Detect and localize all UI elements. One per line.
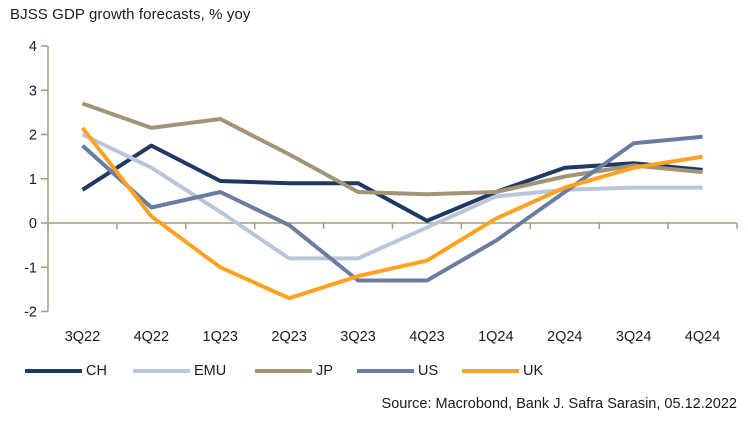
legend-item-ch: CH	[25, 361, 107, 381]
legend-swatch-emu	[133, 368, 190, 374]
y-axis-tick-label: 4	[29, 39, 37, 55]
y-axis-tick-label: 3	[29, 83, 37, 99]
legend-swatch-uk	[462, 368, 519, 374]
y-axis-tick-label: -1	[24, 260, 37, 276]
legend-item-us: US	[357, 361, 438, 381]
x-axis-category-label: 1Q23	[203, 329, 238, 345]
y-axis-tick-label: 0	[29, 216, 37, 232]
legend-label-jp: JP	[316, 363, 333, 379]
series-line-jp	[81, 101, 703, 197]
legend-item-emu: EMU	[133, 361, 226, 381]
legend-item-uk: UK	[462, 361, 543, 381]
x-axis-category-label: 3Q23	[340, 329, 375, 345]
legend-label-uk: UK	[523, 363, 544, 379]
x-axis-category-label: 2Q24	[547, 329, 582, 345]
x-axis-category-label: 4Q22	[134, 329, 169, 345]
chart-legend: CH EMU JP US UK	[0, 361, 748, 381]
legend-swatch-us	[357, 368, 414, 374]
x-axis-category-label: 3Q22	[65, 329, 100, 345]
x-axis-category-label: 4Q23	[409, 329, 444, 345]
x-axis-category-label: 4Q24	[685, 329, 720, 345]
x-axis-category-label: 2Q23	[271, 329, 306, 345]
source-attribution: Source: Macrobond, Bank J. Safra Sarasin…	[381, 396, 737, 412]
x-axis-category-label: 1Q24	[478, 329, 513, 345]
x-axis-category-label: 3Q24	[616, 329, 651, 345]
chart-title: BJSS GDP growth forecasts, % yoy	[10, 6, 251, 23]
legend-label-us: US	[418, 363, 439, 379]
legend-label-ch: CH	[86, 363, 107, 379]
series-line-us	[81, 134, 703, 283]
y-axis-tick-label: -2	[24, 305, 37, 321]
y-axis-tick-label: 2	[29, 128, 37, 144]
legend-item-jp: JP	[255, 361, 333, 381]
y-axis-tick-label: 1	[29, 172, 37, 188]
series-line-uk	[80, 126, 703, 301]
legend-label-emu: EMU	[194, 363, 227, 379]
legend-swatch-jp	[255, 368, 312, 374]
legend-swatch-ch	[25, 368, 82, 374]
series-line-emu	[81, 132, 703, 261]
